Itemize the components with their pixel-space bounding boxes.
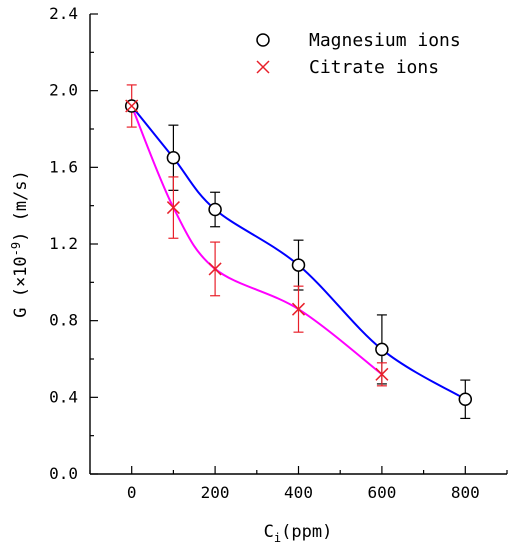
x-tick-label: 200 [201, 483, 230, 502]
point-citrate-stroke [291, 302, 306, 316]
point-citrate [125, 99, 139, 113]
point-magnesium [458, 392, 473, 406]
y-tick-label: 0.0 [49, 464, 78, 483]
point-citrate-stroke [208, 262, 222, 276]
point-magnesium [166, 151, 181, 165]
x-tick-label: 0 [127, 483, 137, 502]
x-tick-label: 600 [367, 483, 396, 502]
y-axis-title: G (×10-9) (m/s) [9, 170, 31, 318]
point-citrate-stroke [125, 99, 139, 113]
y-tick-label: 0.8 [49, 311, 78, 330]
point-citrate [291, 302, 306, 316]
point-magnesium [291, 258, 306, 272]
point-citrate-stroke [166, 201, 180, 215]
point-citrate [166, 201, 180, 215]
legend-label-citrate: Citrate ions [309, 57, 439, 78]
legend: Magnesium ions Citrate ions [256, 30, 461, 78]
y-tick-label: 1.6 [49, 157, 78, 176]
point-citrate-stroke [375, 367, 389, 381]
y-tick-label: 0.4 [49, 387, 78, 406]
fit-curve-citrate [130, 105, 383, 376]
point-citrate [375, 367, 389, 381]
legend-label-magnesium: Magnesium ions [309, 30, 461, 51]
axes [89, 13, 508, 475]
y-tick-label: 2.0 [49, 81, 78, 100]
x-axis-title: Ci(ppm) [264, 522, 333, 545]
x-tick-label: 400 [284, 483, 313, 502]
legend-marker-stroke [256, 60, 270, 74]
x-tick-label: 800 [451, 483, 480, 502]
point-magnesium [208, 202, 222, 217]
legend-marker-magnesium [256, 33, 270, 47]
y-tick-label: 1.2 [49, 234, 78, 253]
point-magnesium [375, 342, 389, 357]
point-citrate [208, 262, 222, 276]
legend-marker-citrate [256, 60, 270, 74]
axis-labels: 0 200 400 600 800 0.0 0.4 0.8 1.2 1.6 2.0 2.4 Ci(ppm… [9, 4, 480, 545]
data-points [124, 84, 473, 420]
y-tick-label: 2.4 [49, 4, 78, 23]
